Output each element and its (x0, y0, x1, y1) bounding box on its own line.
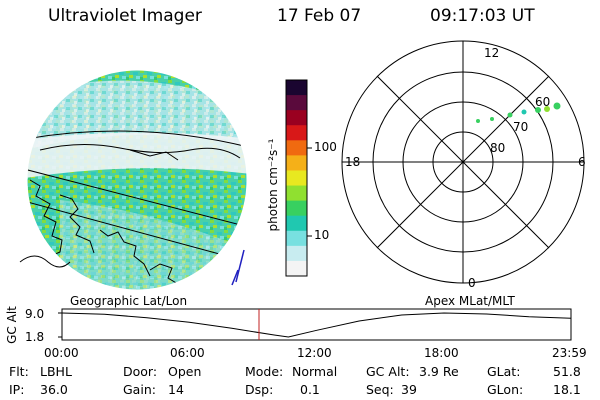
mode-key: Mode: (245, 364, 284, 379)
colorbar (285, 79, 312, 277)
timeline-left-title: Geographic Lat/Lon (70, 294, 188, 308)
filter-value: LBHL (40, 364, 72, 379)
mlt-label-12: 12 (484, 46, 500, 60)
gain-key: Gain: (123, 382, 156, 397)
colorbar-strip (286, 155, 307, 171)
colorbar-strip (286, 140, 307, 156)
xtick-0000: 00:00 (44, 346, 79, 360)
colorbar-strip (286, 215, 307, 232)
coastline-outside (19, 255, 71, 268)
dsp-value: 0.1 (300, 382, 320, 397)
gc-altitude-curve (61, 312, 572, 338)
timeline-axis-label: GC Alt (5, 306, 19, 344)
uv-image-disk (27, 70, 247, 290)
mode-value: Normal (292, 364, 338, 379)
dsp-key: Dsp: (245, 382, 274, 397)
gc-alt-key: GC Alt: (366, 364, 410, 379)
ip-value: 36.0 (40, 382, 68, 397)
instrument-title: Ultraviolet Imager (48, 6, 202, 26)
mlat-label-60: 60 (535, 95, 551, 109)
colorbar-strip (286, 80, 307, 96)
mlt-label-0: 0 (468, 276, 476, 290)
gc-alt-value: 3.9 Re (419, 364, 459, 379)
colorbar-strip (286, 260, 307, 277)
time-label: 09:17:03 UT (430, 6, 535, 26)
xtick-1200: 12:00 (297, 346, 332, 360)
gain-value: 14 (168, 382, 184, 397)
colorbar-strip (286, 245, 307, 262)
grid-tick (231, 269, 239, 286)
xtick-1800: 18:00 (424, 346, 459, 360)
colorbar-strip (286, 110, 307, 126)
ytick-9: 9.0 (25, 307, 45, 321)
colorbar-strip (286, 170, 307, 187)
glat-key: GLat: (487, 364, 521, 379)
seq-key: Seq: (366, 382, 394, 397)
altitude-timeline (58, 308, 572, 341)
timeline-right-title: Apex MLat/MLT (425, 294, 515, 308)
glat-value: 51.8 (553, 364, 581, 379)
xtick-2359: 23:59 (552, 346, 587, 360)
filter-key: Flt: (9, 364, 29, 379)
colorbar-strip (286, 200, 307, 217)
seq-value: 39 (401, 382, 417, 397)
colorbar-strip (286, 230, 307, 247)
mlat-label-80: 80 (490, 141, 506, 155)
ytick-1-8: 1.8 (25, 330, 45, 344)
mlt-label-18: 18 (345, 155, 361, 169)
colorbar-tick-100: 100 (314, 140, 337, 154)
colorbar-strip (286, 185, 307, 202)
grid-tick (235, 249, 245, 283)
mlt-label-6: 6 (578, 155, 586, 169)
ip-key: IP: (9, 382, 25, 397)
door-value: Open (168, 364, 202, 379)
aurora-points (476, 102, 561, 123)
colorbar-tick-10: 10 (314, 228, 330, 242)
polar-plot (341, 40, 585, 284)
xtick-0600: 06:00 (170, 346, 205, 360)
date-label: 17 Feb 07 (277, 6, 362, 26)
glon-value: 18.1 (553, 382, 581, 397)
door-key: Door: (123, 364, 158, 379)
colorbar-strip (286, 95, 307, 111)
colorbar-unit-label: photon cm⁻²s⁻¹ (266, 138, 280, 232)
mlat-label-70: 70 (513, 120, 529, 134)
colorbar-strip (286, 125, 307, 141)
disk-edge (26, 69, 248, 291)
glon-key: GLon: (487, 382, 524, 397)
